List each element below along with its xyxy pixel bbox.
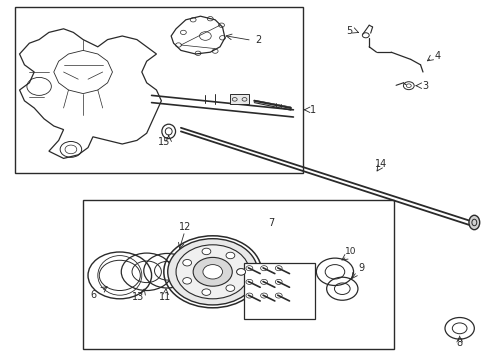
Text: 7: 7 <box>268 218 274 228</box>
Circle shape <box>236 269 245 275</box>
Text: 9: 9 <box>358 263 364 273</box>
Text: 4: 4 <box>434 51 440 61</box>
Text: 14: 14 <box>374 159 387 169</box>
Text: 15: 15 <box>157 137 170 147</box>
Text: 2: 2 <box>255 35 261 45</box>
Circle shape <box>167 239 257 305</box>
Ellipse shape <box>468 215 479 230</box>
Circle shape <box>176 245 249 299</box>
Circle shape <box>183 260 191 266</box>
Circle shape <box>202 289 210 296</box>
Text: 5: 5 <box>346 26 352 36</box>
Bar <box>244 263 315 319</box>
Circle shape <box>203 265 222 279</box>
Text: 12: 12 <box>178 222 191 232</box>
Circle shape <box>225 285 234 291</box>
Bar <box>229 94 249 104</box>
Circle shape <box>202 248 210 255</box>
Text: 13: 13 <box>131 292 144 302</box>
Circle shape <box>236 269 245 275</box>
Text: 11: 11 <box>159 292 171 302</box>
Text: 8: 8 <box>456 338 462 348</box>
Text: 10: 10 <box>345 248 356 256</box>
Text: 6: 6 <box>91 290 97 300</box>
Bar <box>83 200 393 349</box>
Circle shape <box>183 278 191 284</box>
Bar <box>15 7 303 173</box>
Text: 1: 1 <box>310 105 316 115</box>
Circle shape <box>225 252 234 259</box>
Text: 3: 3 <box>422 81 427 91</box>
Circle shape <box>193 257 232 286</box>
